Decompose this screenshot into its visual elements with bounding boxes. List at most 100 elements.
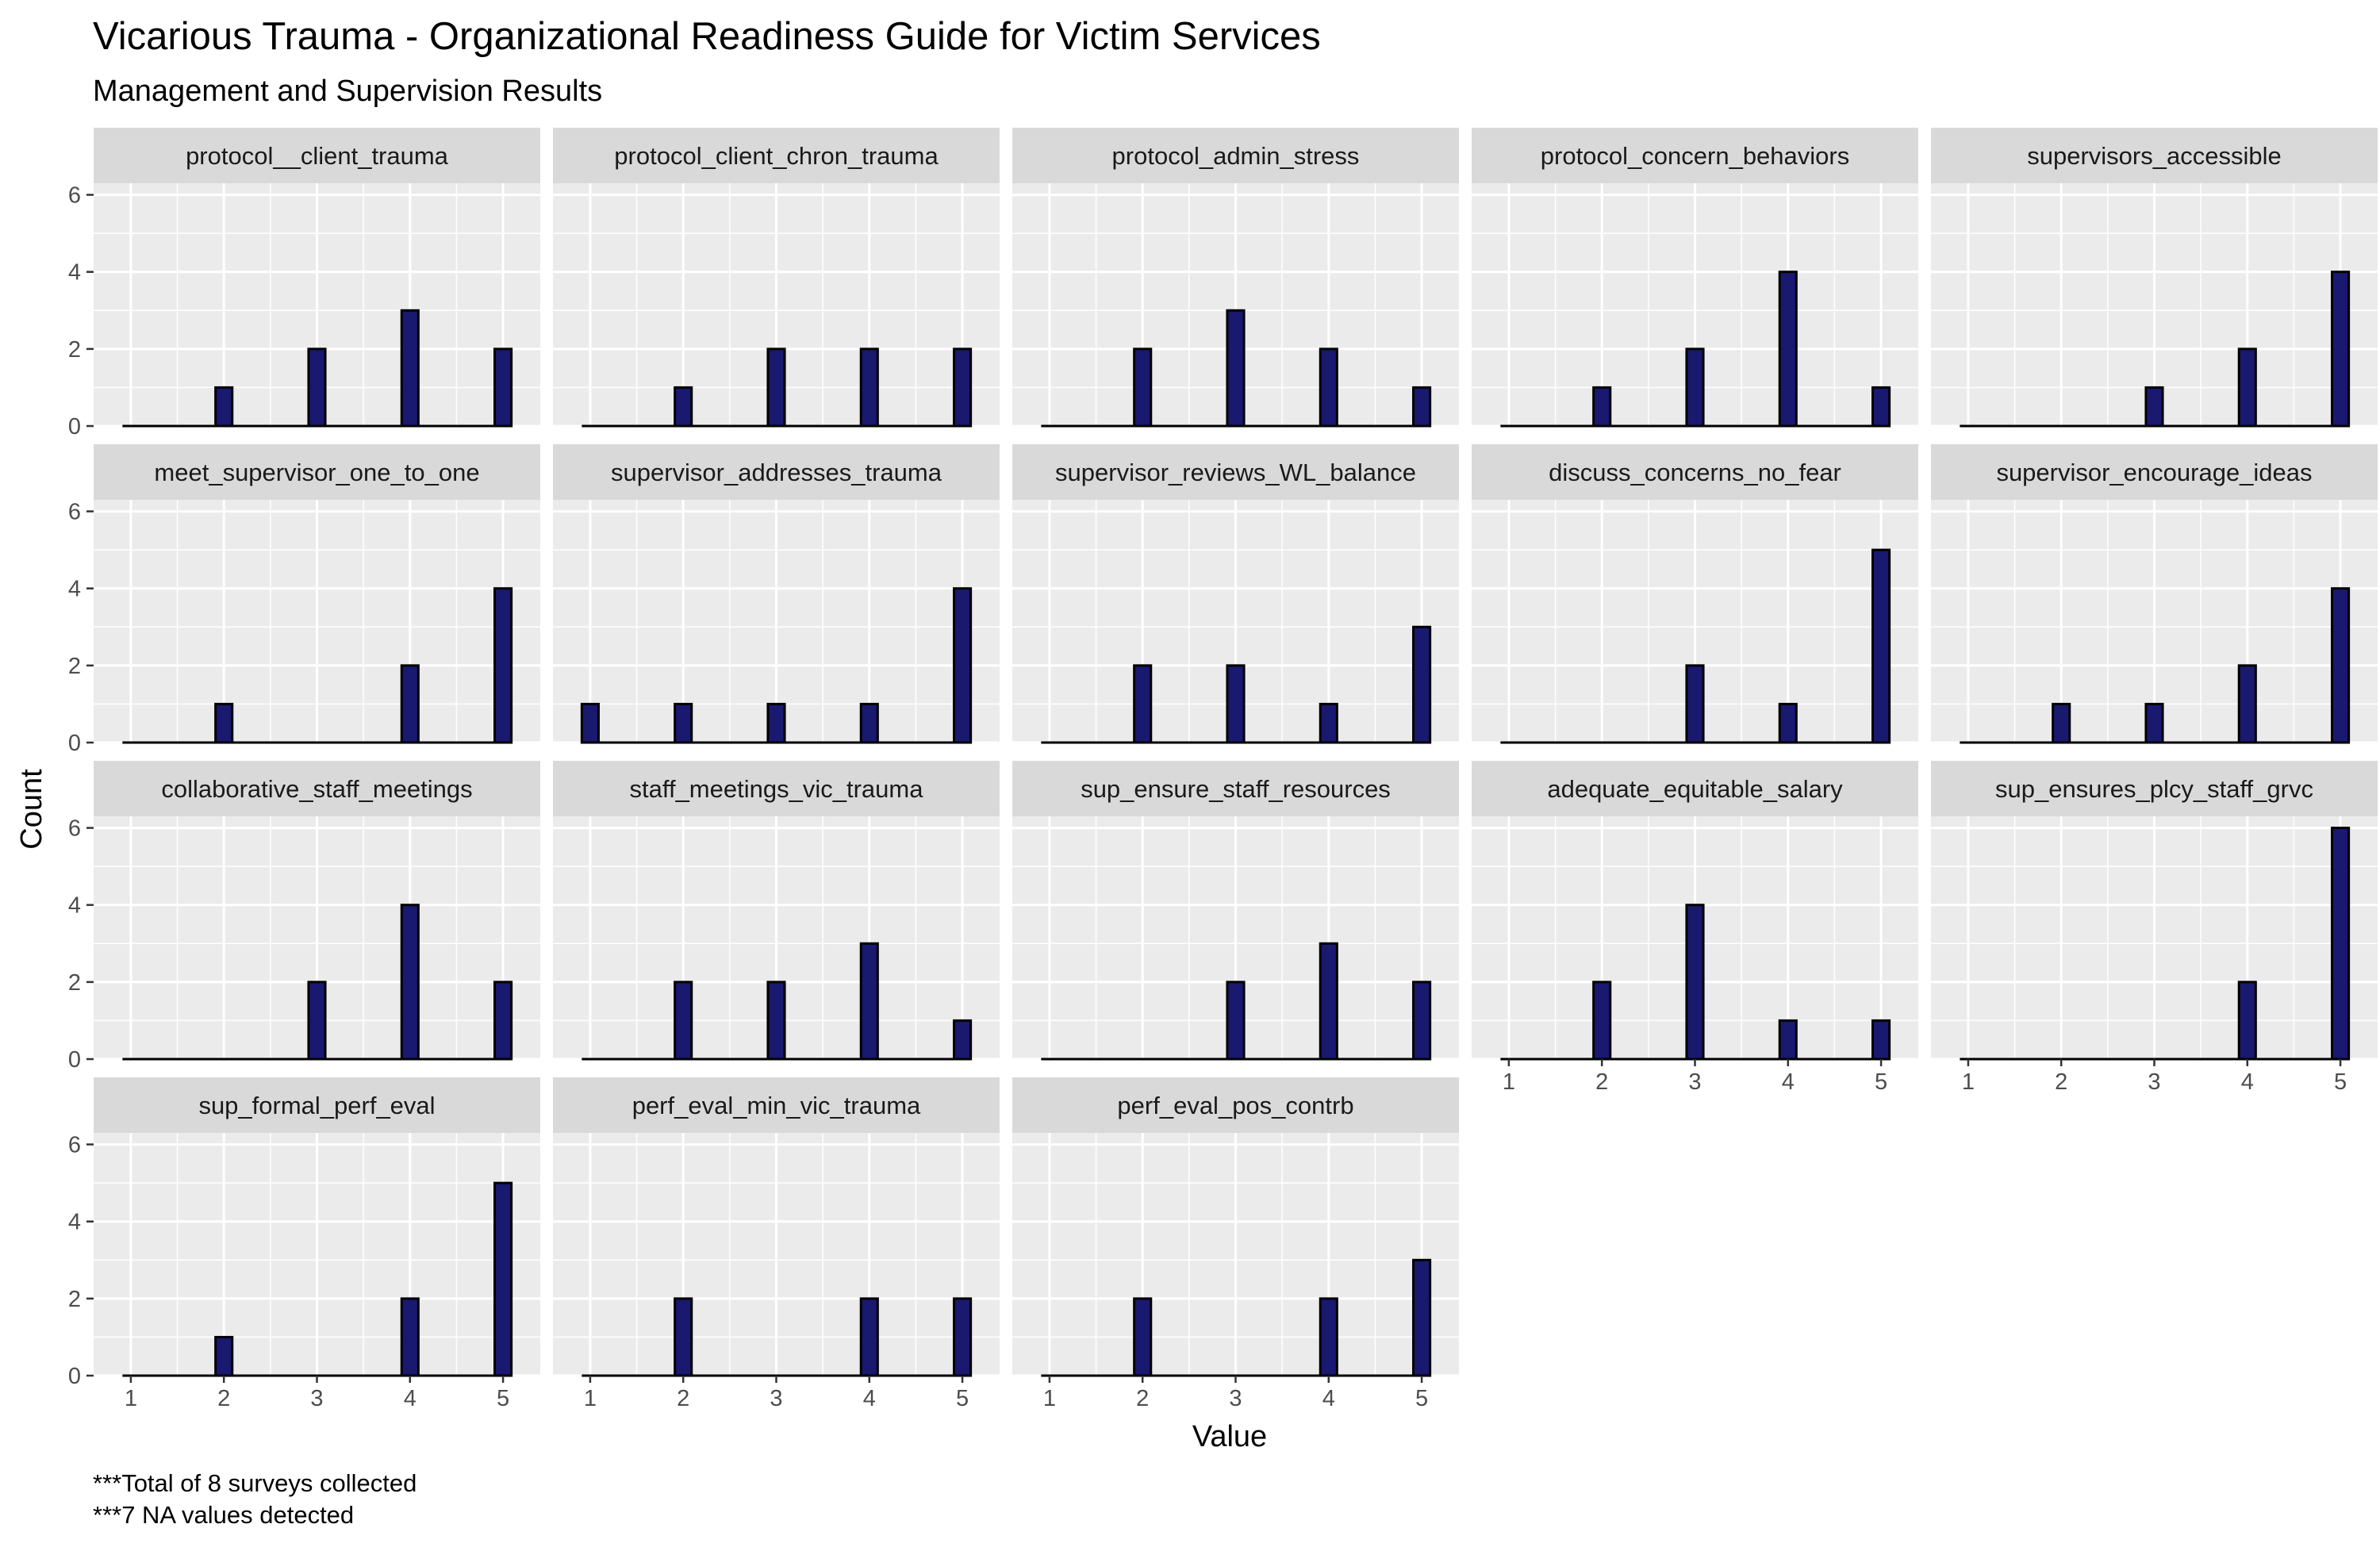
bar (400, 664, 420, 744)
bar (493, 981, 513, 1061)
facet-strip-label: supervisor_reviews_WL_balance (1055, 459, 1416, 486)
bar (1778, 1019, 1798, 1061)
facet-strip-label: sup_formal_perf_eval (198, 1092, 435, 1119)
facet-panel: sup_ensures_plcy_staff_grvc 1 2 3 4 5 (1931, 761, 2378, 1095)
bar (400, 904, 420, 1061)
bar (674, 702, 693, 744)
bar (859, 942, 879, 1061)
bar (214, 386, 234, 428)
bar (2331, 827, 2351, 1061)
facet-strip (1472, 444, 1918, 500)
bar (1226, 981, 1246, 1061)
bar (1778, 271, 1798, 428)
bar (1685, 904, 1705, 1061)
facet-panel: adequate_equitable_salary 1 2 3 4 5 (1472, 761, 1918, 1095)
facet-panel: staff_meetings_vic_trauma (553, 761, 1000, 1061)
bar (307, 347, 327, 428)
x-tick-label: 4 (2241, 1069, 2254, 1095)
y-tick-label: 4 (68, 893, 81, 919)
caption-total-surveys: ***Total of 8 surveys collected (93, 1469, 416, 1497)
y-tick-label: 4 (68, 260, 81, 286)
facet-panel: supervisor_encourage_ideas (1931, 444, 2378, 744)
bar (214, 1335, 234, 1377)
facet-strip (1012, 1077, 1459, 1133)
y-tick-label: 2 (68, 1287, 81, 1312)
x-tick-label: 1 (1043, 1386, 1056, 1411)
facet-strip-label: perf_eval_pos_contrb (1117, 1092, 1353, 1119)
bar (1685, 347, 1705, 428)
chart-subtitle: Management and Supervision Results (93, 75, 602, 108)
bar (400, 1297, 420, 1377)
bar (2237, 664, 2257, 744)
x-tick-label: 5 (1415, 1386, 1428, 1411)
facet-panel: supervisor_reviews_WL_balance (1012, 444, 1459, 744)
facet-strip-label: protocol_concern_behaviors (1541, 142, 1849, 170)
bar (953, 587, 973, 744)
y-tick-label: 2 (68, 970, 81, 996)
bar (1319, 942, 1338, 1061)
x-tick-label: 3 (1229, 1386, 1242, 1411)
x-tick-label: 2 (1136, 1386, 1149, 1411)
facet-panel: perf_eval_min_vic_trauma 1 2 3 4 5 (553, 1077, 1000, 1411)
y-tick-label: 6 (68, 183, 81, 209)
facet-panel: protocol__client_trauma 0 2 4 6 (68, 128, 540, 440)
facet-strip-label: protocol__client_trauma (186, 142, 449, 170)
facet-panel: sup_ensure_staff_resources (1012, 761, 1459, 1061)
facet-panel: discuss_concerns_no_fear (1472, 444, 1918, 744)
bar (214, 702, 234, 744)
bar (1133, 347, 1153, 428)
facet-panel: sup_formal_perf_eval 0 2 4 6 1 2 3 4 5 (68, 1077, 540, 1411)
facet-strip (1931, 128, 2378, 183)
y-tick-label: 2 (68, 654, 81, 679)
x-tick-label: 5 (956, 1386, 969, 1411)
y-tick-label: 2 (68, 337, 81, 363)
bar (493, 587, 513, 744)
facet-strip (1012, 761, 1459, 816)
facet-panel: protocol_admin_stress (1012, 128, 1459, 428)
bar (1319, 347, 1338, 428)
x-tick-label: 2 (217, 1386, 230, 1411)
bar (1412, 981, 1432, 1061)
facet-strip (553, 1077, 1000, 1133)
y-tick-label: 6 (68, 500, 81, 525)
bar (2237, 981, 2257, 1061)
facet-strip (94, 128, 540, 183)
facet-strip-label: collaborative_staff_meetings (161, 775, 472, 803)
y-tick-label: 0 (68, 1047, 81, 1073)
bar (766, 347, 786, 428)
y-tick-label: 0 (68, 414, 81, 440)
x-tick-label: 2 (677, 1386, 689, 1411)
bar (1871, 548, 1891, 744)
facet-strip (1012, 444, 1459, 500)
bar (1778, 702, 1798, 744)
x-tick-label: 3 (310, 1386, 323, 1411)
x-tick-label: 5 (2334, 1069, 2347, 1095)
bar (859, 1297, 879, 1377)
x-tick-label: 2 (1595, 1069, 1608, 1095)
chart-title: Vicarious Trauma - Organizational Readin… (93, 15, 1321, 58)
x-tick-label: 5 (497, 1386, 509, 1411)
bar (953, 1019, 973, 1061)
facet-strip (1931, 444, 2378, 500)
bar (1685, 664, 1705, 744)
bar (2052, 702, 2071, 744)
bar (953, 1297, 973, 1377)
bar (766, 702, 786, 744)
x-tick-label: 5 (1875, 1069, 1887, 1095)
y-tick-label: 4 (68, 1210, 81, 1235)
facet-strip-label: protocol_admin_stress (1112, 142, 1360, 170)
facet-strip (553, 761, 1000, 816)
facet-panel: collaborative_staff_meetings 0 2 4 6 (68, 761, 540, 1073)
x-tick-label: 1 (125, 1386, 137, 1411)
facet-strip-label: meet_supervisor_one_to_one (154, 459, 479, 486)
x-tick-label: 3 (1688, 1069, 1701, 1095)
facet-panel: perf_eval_pos_contrb 1 2 3 4 5 (1012, 1077, 1459, 1411)
bar (1319, 702, 1338, 744)
bar (2144, 702, 2164, 744)
facet-strip (553, 444, 1000, 500)
facet-strip-label: discuss_concerns_no_fear (1549, 459, 1841, 486)
y-tick-label: 6 (68, 816, 81, 842)
bar (2144, 386, 2164, 428)
bar (1592, 981, 1612, 1061)
bar (1871, 386, 1891, 428)
